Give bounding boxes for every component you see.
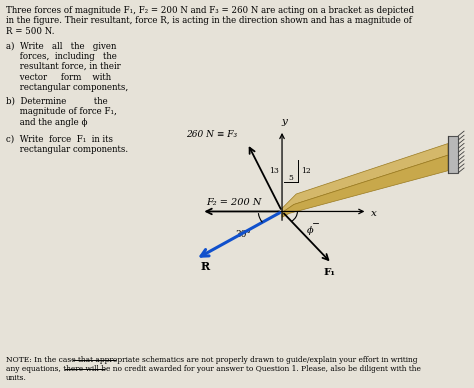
Text: 260 N ≡ F₃: 260 N ≡ F₃ bbox=[186, 130, 237, 139]
Polygon shape bbox=[448, 136, 458, 173]
Polygon shape bbox=[282, 144, 448, 213]
Text: units.: units. bbox=[6, 374, 27, 382]
Text: 5: 5 bbox=[289, 173, 293, 182]
Text: any equations, there will be no credit awarded for your answer to Question 1. Pl: any equations, there will be no credit a… bbox=[6, 365, 420, 374]
Text: resultant force, in their: resultant force, in their bbox=[6, 62, 120, 71]
Text: 30°: 30° bbox=[235, 230, 251, 239]
Text: rectangular components,: rectangular components, bbox=[6, 83, 128, 92]
Text: in the figure. Their resultant, force R, is acting in the direction shown and ha: in the figure. Their resultant, force R,… bbox=[6, 16, 411, 25]
Text: NOTE: In the case that appropriate schematics are not properly drawn to guide/ex: NOTE: In the case that appropriate schem… bbox=[6, 356, 417, 364]
Text: vector     form    with: vector form with bbox=[6, 73, 111, 81]
Text: and the angle ϕ: and the angle ϕ bbox=[6, 118, 87, 126]
Text: rectangular components.: rectangular components. bbox=[6, 145, 128, 154]
Text: x: x bbox=[371, 209, 377, 218]
Text: F₁: F₁ bbox=[323, 268, 335, 277]
Text: forces,  including   the: forces, including the bbox=[6, 52, 117, 61]
Polygon shape bbox=[282, 155, 448, 217]
Text: Three forces of magnitude F₁, F₂ = 200 N and F₃ = 260 N are acting on a bracket : Three forces of magnitude F₁, F₂ = 200 N… bbox=[6, 6, 414, 15]
Text: 13: 13 bbox=[269, 167, 279, 175]
Text: a)  Write   all   the   given: a) Write all the given bbox=[6, 42, 116, 51]
Text: c)  Write  force  F₁  in its: c) Write force F₁ in its bbox=[6, 135, 113, 144]
Text: b)  Determine          the: b) Determine the bbox=[6, 97, 108, 106]
Text: ϕ: ϕ bbox=[307, 226, 313, 235]
Text: F₂ = 200 N: F₂ = 200 N bbox=[206, 198, 262, 207]
Text: 12: 12 bbox=[301, 167, 311, 175]
Text: y: y bbox=[282, 117, 287, 126]
Text: R: R bbox=[201, 261, 210, 272]
Text: magnitude of force F₁,: magnitude of force F₁, bbox=[6, 107, 117, 116]
Text: R = 500 N.: R = 500 N. bbox=[6, 27, 54, 36]
